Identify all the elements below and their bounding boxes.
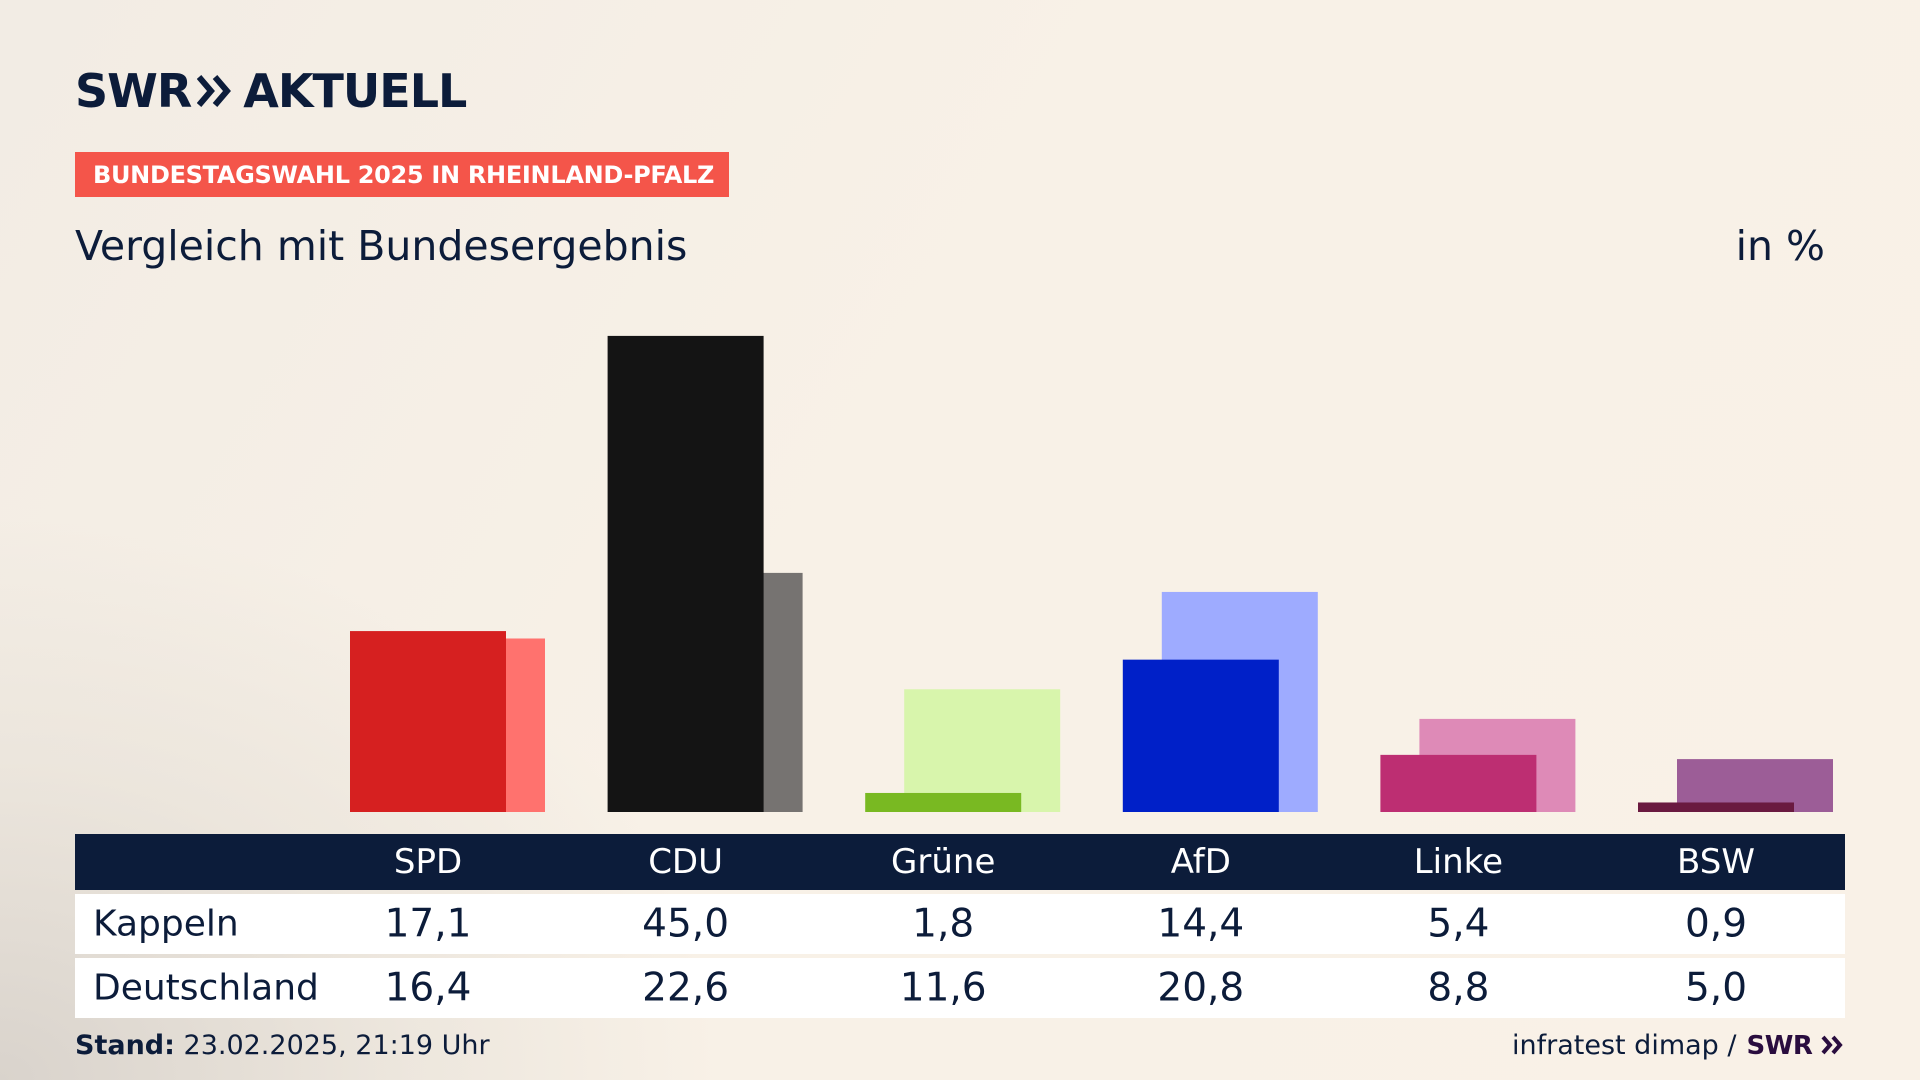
source-text: infratest dimap / [1511,1030,1737,1061]
col-header-spd: SPD [393,842,463,882]
col-header-linke: Linke [1413,842,1504,882]
col-header-grüne: Grüne [891,842,996,882]
bar-kappeln-linke [1380,754,1537,812]
table-cell: 45,0 [642,901,730,947]
election-tag: BUNDESTAGSWAHL 2025 IN RHEINLAND-PFALZ [75,152,729,197]
bar-kappeln-cdu [607,335,764,812]
bar-deutschland-grüne [904,689,1061,812]
stand-value: 23.02.2025, 21:19 Uhr [183,1030,490,1061]
swr-small-logo-text: SWR [1746,1030,1813,1061]
swr-small-logo: SWR [1747,1031,1846,1061]
bar-chart [350,335,1833,812]
chart-subtitle: Vergleich mit Bundesergebnis [75,222,688,270]
table-cell: 22,6 [642,965,730,1011]
bar-kappeln-afd [1122,659,1279,812]
col-header-afd: AfD [1170,842,1231,882]
stand-label: Stand: [75,1030,175,1061]
table-cell: 14,4 [1157,901,1245,947]
table-cell: 20,8 [1157,965,1245,1011]
timestamp: Stand: 23.02.2025, 21:19 Uhr [75,1030,490,1061]
row-label: Deutschland [93,967,319,1009]
table-cell: 1,8 [912,901,975,947]
bar-kappeln-grüne [865,792,1022,812]
table-header: SPD CDU Grüne AfD Linke BSW [75,834,1845,890]
col-header-cdu: CDU [648,842,723,882]
table-cell: 16,4 [384,965,472,1011]
table-cell: 11,6 [899,965,987,1011]
unit-label: in % [1735,222,1825,270]
table-cell: 8,8 [1427,965,1490,1011]
table-row: Deutschland 16,4 22,6 11,6 20,8 8,8 5,0 [75,958,1845,1018]
results-table: SPD CDU Grüne AfD Linke BSW Kappeln 17,1 45,0 1… [75,834,1845,1018]
table-cell: 17,1 [384,901,472,947]
chevrons-icon [197,75,232,107]
table-cell: 0,9 [1684,901,1748,947]
logo-swr-text: SWR [75,64,192,118]
table-cell: 5,4 [1427,901,1490,947]
bar-kappeln-bsw [1638,802,1794,812]
table-row: Kappeln 17,1 45,0 1,8 14,4 5,4 0,9 [75,894,1845,954]
source-credit: infratest dimap / SWR [1512,1030,1845,1061]
col-header-bsw: BSW [1677,842,1755,882]
swr-aktuell-logo: SWR AKTUELL [75,64,467,118]
row-label: Kappeln [93,903,239,945]
chevrons-small-icon [1821,1035,1843,1054]
bar-kappeln-spd [350,631,506,812]
logo-aktuell-text: AKTUELL [243,64,467,118]
table-cell: 5,0 [1684,965,1748,1011]
